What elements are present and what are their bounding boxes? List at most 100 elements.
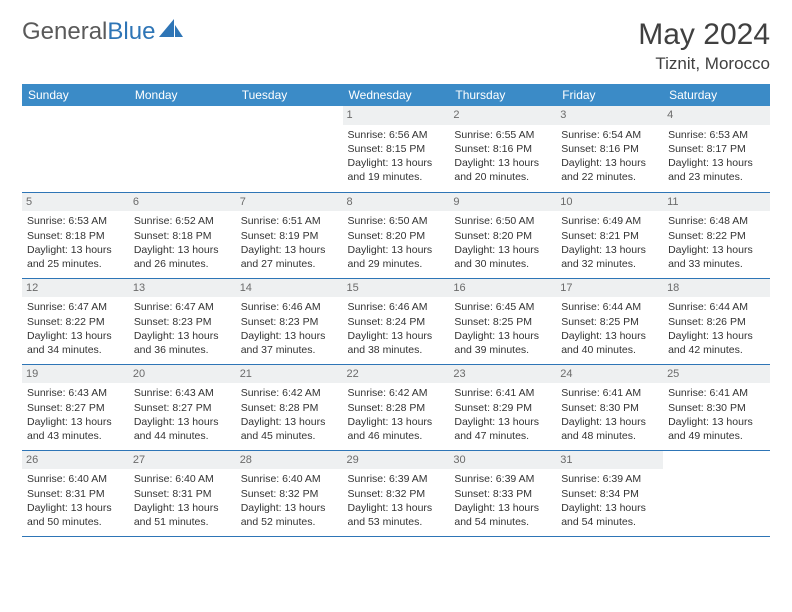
logo-text-general: General [22,18,107,46]
day-number: 7 [236,193,343,212]
logo-sail-icon [159,18,185,46]
day-info: Sunrise: 6:40 AMSunset: 8:32 PMDaylight:… [241,472,338,529]
day-header: Sunday [22,84,129,106]
day-number: 19 [22,365,129,384]
day-number: 31 [556,451,663,470]
logo-text-blue: Blue [107,18,155,46]
day-info: Sunrise: 6:53 AMSunset: 8:18 PMDaylight:… [27,214,124,271]
calendar-week: 19 Sunrise: 6:43 AMSunset: 8:27 PMDayligh… [22,364,770,450]
calendar-cell: 28 Sunrise: 6:40 AMSunset: 8:32 PMDayligh… [236,450,343,536]
day-number: 1 [343,106,450,125]
calendar-cell: 16 Sunrise: 6:45 AMSunset: 8:25 PMDayligh… [449,278,556,364]
day-info: Sunrise: 6:43 AMSunset: 8:27 PMDaylight:… [27,386,124,443]
day-info: Sunrise: 6:43 AMSunset: 8:27 PMDaylight:… [134,386,231,443]
day-info: Sunrise: 6:56 AMSunset: 8:15 PMDaylight:… [348,128,445,185]
day-number: 14 [236,279,343,298]
day-info: Sunrise: 6:39 AMSunset: 8:33 PMDaylight:… [454,472,551,529]
day-number: 17 [556,279,663,298]
location-label: Tiznit, Morocco [638,54,770,74]
day-info: Sunrise: 6:46 AMSunset: 8:23 PMDaylight:… [241,300,338,357]
day-header: Wednesday [343,84,450,106]
header: GeneralBlue May 2024 Tiznit, Morocco [22,18,770,74]
day-number: 4 [663,106,770,125]
calendar-cell: 4 Sunrise: 6:53 AMSunset: 8:17 PMDaylight… [663,106,770,192]
day-info: Sunrise: 6:41 AMSunset: 8:30 PMDaylight:… [668,386,765,443]
day-number: 9 [449,193,556,212]
day-number: 8 [343,193,450,212]
calendar-page: GeneralBlue May 2024 Tiznit, Morocco Sun… [0,0,792,549]
calendar-week: 26 Sunrise: 6:40 AMSunset: 8:31 PMDayligh… [22,450,770,536]
day-number: 23 [449,365,556,384]
day-info: Sunrise: 6:47 AMSunset: 8:22 PMDaylight:… [27,300,124,357]
day-number: 16 [449,279,556,298]
day-info: Sunrise: 6:41 AMSunset: 8:29 PMDaylight:… [454,386,551,443]
day-info: Sunrise: 6:55 AMSunset: 8:16 PMDaylight:… [454,128,551,185]
day-info: Sunrise: 6:44 AMSunset: 8:26 PMDaylight:… [668,300,765,357]
day-number: 30 [449,451,556,470]
day-info: Sunrise: 6:45 AMSunset: 8:25 PMDaylight:… [454,300,551,357]
calendar-cell: 27Sunrise: 6:40 AMSunset: 8:31 PMDayligh… [129,450,236,536]
day-number: 26 [22,451,129,470]
calendar-cell: 14 Sunrise: 6:46 AMSunset: 8:23 PMDayligh… [236,278,343,364]
day-number: 6 [129,193,236,212]
day-number: 12 [22,279,129,298]
calendar-cell: 25 Sunrise: 6:41 AMSunset: 8:30 PMDayligh… [663,364,770,450]
calendar-cell: 18Sunrise: 6:44 AMSunset: 8:26 PMDayligh… [663,278,770,364]
day-info: Sunrise: 6:39 AMSunset: 8:32 PMDaylight:… [348,472,445,529]
day-info: Sunrise: 6:46 AMSunset: 8:24 PMDaylight:… [348,300,445,357]
calendar-table: SundayMondayTuesdayWednesdayThursdayFrid… [22,84,770,537]
day-number: 20 [129,365,236,384]
calendar-cell: 23 Sunrise: 6:41 AMSunset: 8:29 PMDayligh… [449,364,556,450]
day-number: 2 [449,106,556,125]
calendar-cell [236,106,343,192]
day-info: Sunrise: 6:42 AMSunset: 8:28 PMDaylight:… [241,386,338,443]
day-info: Sunrise: 6:54 AMSunset: 8:16 PMDaylight:… [561,128,658,185]
calendar-week: 5 Sunrise: 6:53 AMSunset: 8:18 PMDaylight… [22,192,770,278]
day-number: 29 [343,451,450,470]
day-info: Sunrise: 6:51 AMSunset: 8:19 PMDaylight:… [241,214,338,271]
calendar-cell: 1 Sunrise: 6:56 AMSunset: 8:15 PMDaylight… [343,106,450,192]
day-header: Friday [556,84,663,106]
day-header: Thursday [449,84,556,106]
calendar-cell: 19 Sunrise: 6:43 AMSunset: 8:27 PMDayligh… [22,364,129,450]
calendar-cell [663,450,770,536]
day-number: 22 [343,365,450,384]
calendar-cell: 9 Sunrise: 6:50 AMSunset: 8:20 PMDaylight… [449,192,556,278]
day-info: Sunrise: 6:50 AMSunset: 8:20 PMDaylight:… [454,214,551,271]
calendar-cell: 6 Sunrise: 6:52 AMSunset: 8:18 PMDaylight… [129,192,236,278]
day-info: Sunrise: 6:49 AMSunset: 8:21 PMDaylight:… [561,214,658,271]
logo: GeneralBlue [22,18,185,46]
calendar-cell: 20 Sunrise: 6:43 AMSunset: 8:27 PMDayligh… [129,364,236,450]
day-number: 21 [236,365,343,384]
calendar-cell: 30 Sunrise: 6:39 AMSunset: 8:33 PMDayligh… [449,450,556,536]
calendar-cell: 11 Sunrise: 6:48 AMSunset: 8:22 PMDayligh… [663,192,770,278]
day-header: Monday [129,84,236,106]
day-number: 28 [236,451,343,470]
calendar-week: 1 Sunrise: 6:56 AMSunset: 8:15 PMDaylight… [22,106,770,192]
day-number: 11 [663,193,770,212]
calendar-cell: 12 Sunrise: 6:47 AMSunset: 8:22 PMDayligh… [22,278,129,364]
day-number: 5 [22,193,129,212]
calendar-cell: 8Sunrise: 6:50 AMSunset: 8:20 PMDaylight… [343,192,450,278]
day-number: 13 [129,279,236,298]
calendar-week: 12 Sunrise: 6:47 AMSunset: 8:22 PMDayligh… [22,278,770,364]
day-number: 25 [663,365,770,384]
calendar-cell: 2 Sunrise: 6:55 AMSunset: 8:16 PMDaylight… [449,106,556,192]
day-number: 10 [556,193,663,212]
day-info: Sunrise: 6:41 AMSunset: 8:30 PMDaylight:… [561,386,658,443]
calendar-cell: 29 Sunrise: 6:39 AMSunset: 8:32 PMDayligh… [343,450,450,536]
day-info: Sunrise: 6:47 AMSunset: 8:23 PMDaylight:… [134,300,231,357]
day-info: Sunrise: 6:40 AMSunset: 8:31 PMDaylight:… [134,472,231,529]
month-title: May 2024 [638,18,770,52]
calendar-cell: 7 Sunrise: 6:51 AMSunset: 8:19 PMDaylight… [236,192,343,278]
day-number: 3 [556,106,663,125]
calendar-cell: 13 Sunrise: 6:47 AMSunset: 8:23 PMDayligh… [129,278,236,364]
calendar-cell: 10 Sunrise: 6:49 AMSunset: 8:21 PMDayligh… [556,192,663,278]
calendar-body: 1 Sunrise: 6:56 AMSunset: 8:15 PMDaylight… [22,106,770,536]
day-info: Sunrise: 6:48 AMSunset: 8:22 PMDaylight:… [668,214,765,271]
calendar-cell: 3 Sunrise: 6:54 AMSunset: 8:16 PMDaylight… [556,106,663,192]
day-info: Sunrise: 6:52 AMSunset: 8:18 PMDaylight:… [134,214,231,271]
day-header: Saturday [663,84,770,106]
day-info: Sunrise: 6:53 AMSunset: 8:17 PMDaylight:… [668,128,765,185]
calendar-cell [129,106,236,192]
